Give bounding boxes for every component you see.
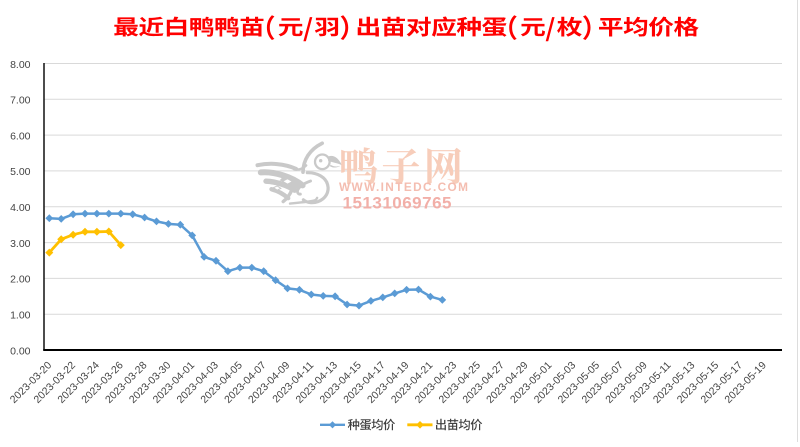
svg-text:3.00: 3.00	[10, 238, 31, 250]
svg-text:1.00: 1.00	[10, 310, 31, 322]
svg-text:8.00: 8.00	[10, 59, 31, 71]
svg-text:WWW.INTEDC.COM: WWW.INTEDC.COM	[339, 180, 469, 194]
svg-text:0.00: 0.00	[10, 345, 31, 357]
svg-text:6.00: 6.00	[10, 130, 31, 142]
svg-text:2.00: 2.00	[10, 274, 31, 286]
svg-text:15131069765: 15131069765	[343, 194, 453, 213]
svg-text:7.00: 7.00	[10, 95, 31, 107]
svg-text:5.00: 5.00	[10, 166, 31, 178]
svg-text:4.00: 4.00	[10, 202, 31, 214]
